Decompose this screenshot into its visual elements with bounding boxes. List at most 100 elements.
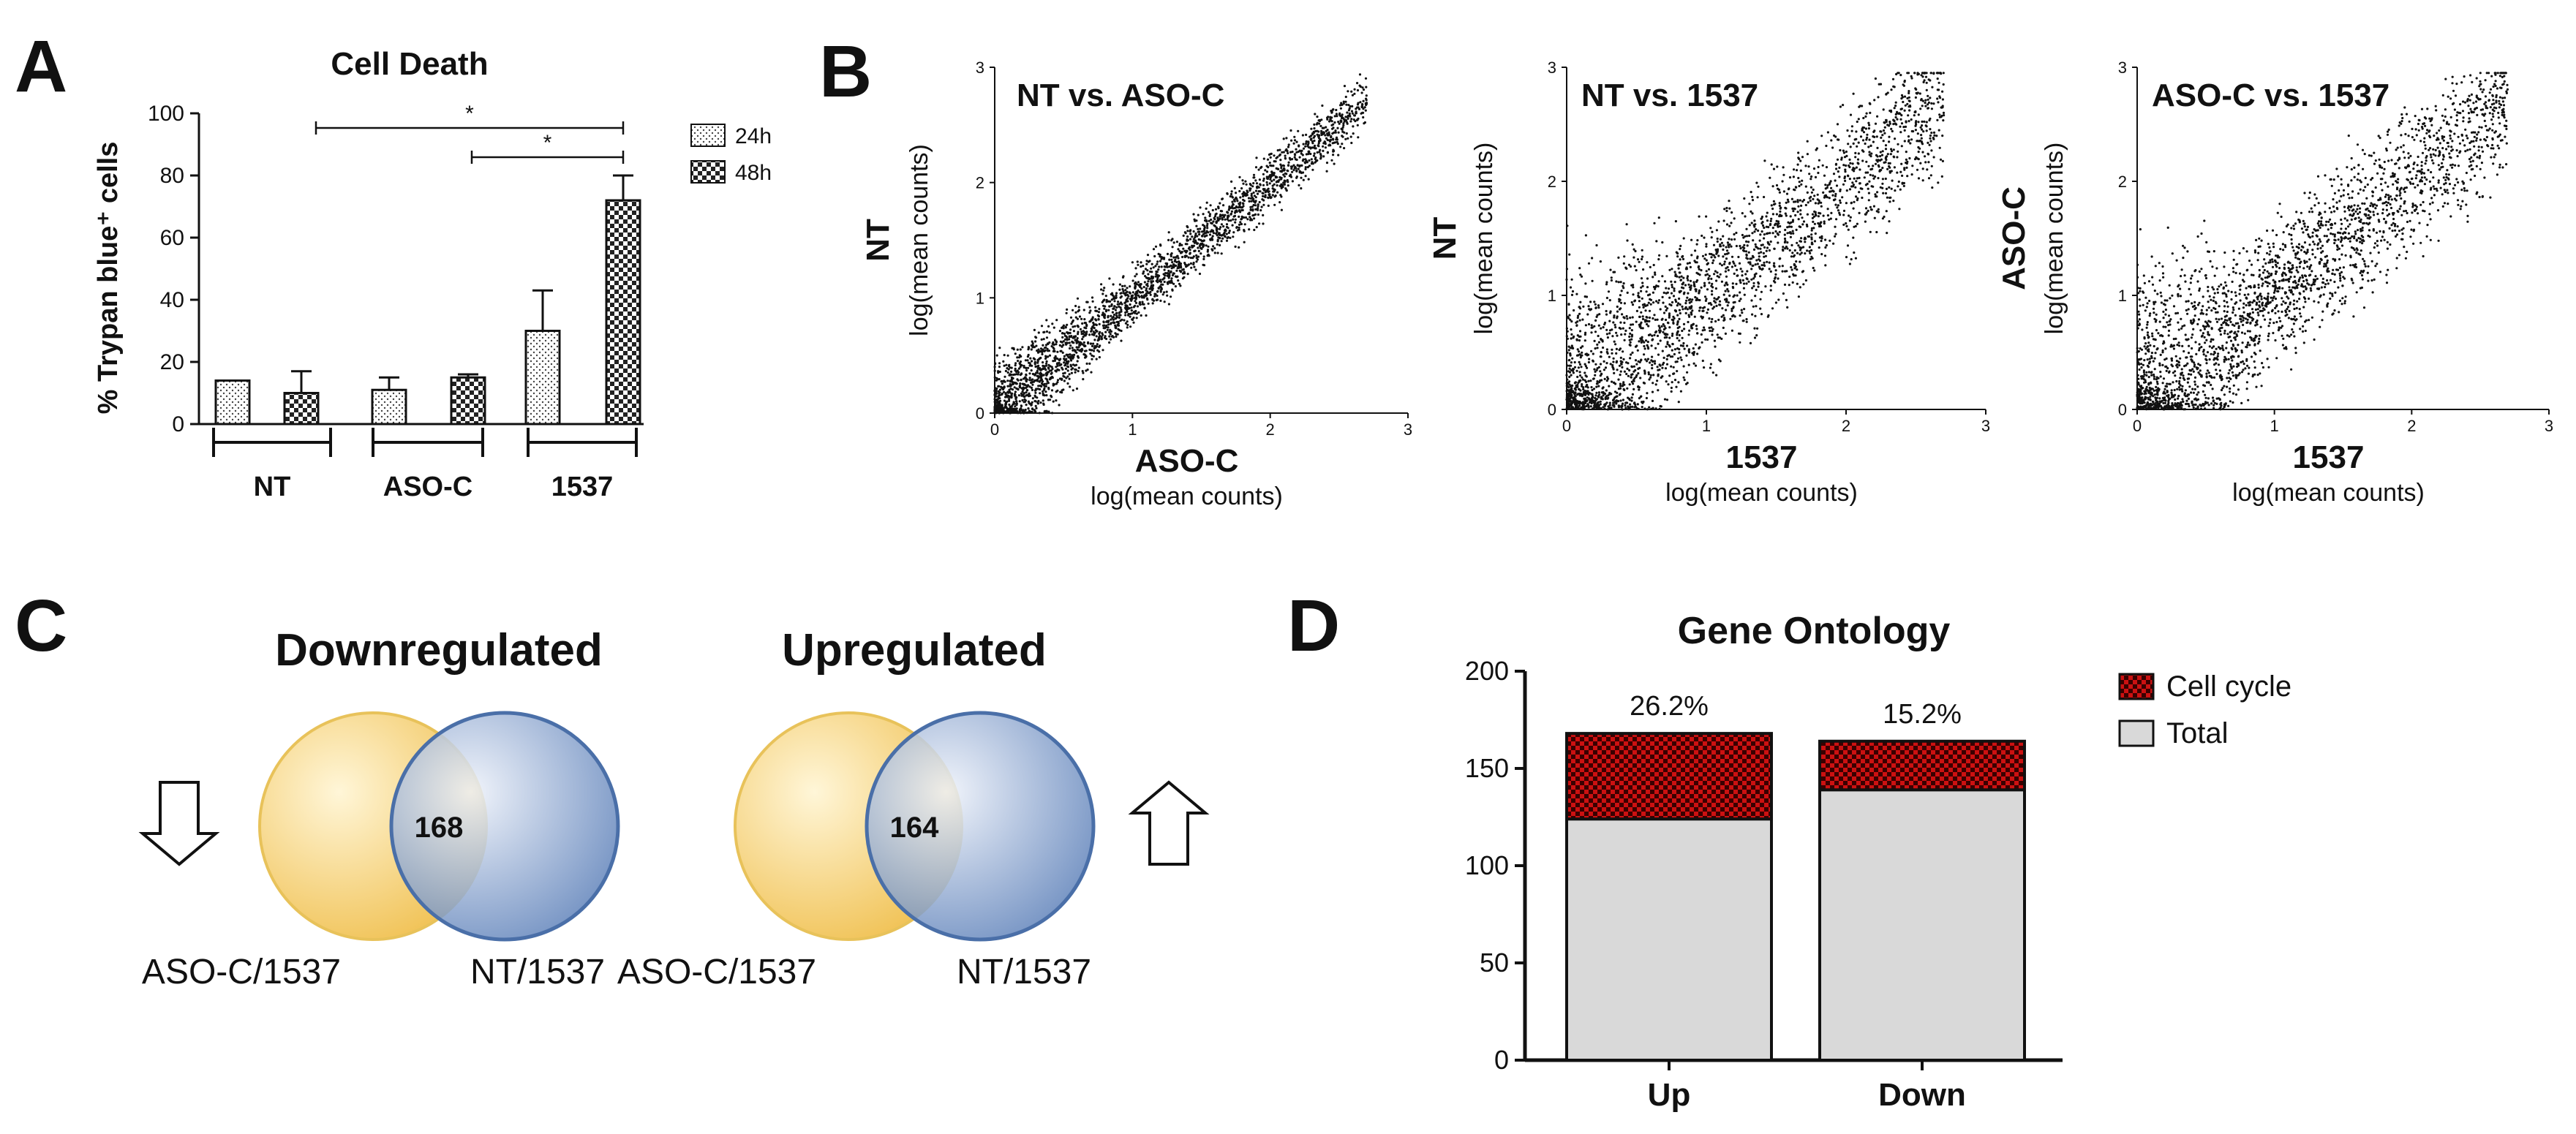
chart-b-point <box>1129 325 1132 328</box>
chart-b-point <box>1017 394 1020 397</box>
chart-b-point <box>1777 225 1780 228</box>
chart-b-point <box>997 401 1000 404</box>
chart-b-point <box>1023 392 1025 396</box>
chart-b-point <box>1161 293 1164 296</box>
chart-b-point <box>1235 226 1238 229</box>
chart-b-point <box>1799 159 1802 162</box>
chart-b-point <box>1654 287 1657 290</box>
chart-b-point <box>1088 348 1091 351</box>
chart-b-point <box>1271 187 1274 190</box>
chart-b-point <box>1198 244 1201 248</box>
chart-b-point <box>1231 200 1234 203</box>
chart-b-point <box>1834 192 1837 195</box>
chart-b-point <box>1069 316 1073 319</box>
chart-b-point <box>1001 382 1003 385</box>
chart-b-point <box>1867 121 1870 124</box>
chart-b-point <box>1236 200 1239 203</box>
chart-b-point <box>1102 321 1105 324</box>
chart-b-point <box>1119 296 1122 299</box>
chart-b-point <box>1176 267 1179 270</box>
chart-b-point <box>1216 240 1219 243</box>
chart-b-point <box>1822 191 1825 194</box>
chart-b-point <box>1863 176 1866 179</box>
chart-b-point <box>1222 216 1226 219</box>
chart-b-point <box>1174 256 1178 259</box>
chart-b-point <box>1628 335 1631 339</box>
chart-b-point <box>1062 327 1065 330</box>
chart-b-point <box>1733 238 1736 241</box>
chart-b-point <box>1653 314 1656 317</box>
chart-b-point <box>1069 328 1072 331</box>
chart-b-point <box>1578 363 1581 366</box>
chart-b-point <box>1089 309 1092 312</box>
chart-b-point <box>1268 162 1271 165</box>
chart-b-point <box>1725 249 1729 252</box>
chart-b-point <box>1033 346 1036 349</box>
chart-b-point <box>1777 233 1780 236</box>
chart-b-point <box>1021 398 1024 402</box>
chart-b-point <box>1907 91 1910 94</box>
chart-b-point <box>1573 402 1576 406</box>
chart-b-point <box>1601 303 1605 306</box>
chart-b-point <box>1817 171 1820 175</box>
chart-b-point <box>997 385 1000 388</box>
chart-b-point <box>1924 161 1927 164</box>
chart-b-point <box>1657 280 1660 283</box>
chart-b-point <box>1031 360 1033 363</box>
chart-b-point <box>1657 216 1660 219</box>
chart-b-point <box>1759 247 1762 250</box>
chart-b-point <box>1281 151 1284 154</box>
chart-b-point <box>1356 124 1359 126</box>
chart-b-point <box>1861 187 1864 190</box>
chart-b-point <box>1811 243 1814 246</box>
chart-b-x-label: ASO-C <box>1135 443 1239 479</box>
chart-b-point <box>1836 158 1839 161</box>
chart-b-point <box>1896 171 1899 174</box>
chart-b-point <box>1892 123 1895 126</box>
chart-b-point <box>1919 162 1922 165</box>
chart-b-point <box>1913 110 1916 113</box>
chart-b-point <box>1800 183 1803 186</box>
chart-b-point <box>1117 300 1120 303</box>
chart-b-point <box>1924 99 1927 102</box>
chart-b-point <box>1596 343 1599 346</box>
chart-b-point <box>1179 271 1183 273</box>
chart-b-point <box>1677 401 1680 404</box>
chart-b-point <box>1113 305 1116 308</box>
chart-b-point <box>1334 141 1337 144</box>
chart-b-point <box>1101 324 1105 327</box>
chart-b-point <box>1280 178 1283 181</box>
chart-b-point <box>1011 380 1014 384</box>
chart-b-point <box>1182 247 1185 250</box>
chart-b-point <box>1595 391 1598 395</box>
chart-b-point <box>1251 196 1254 199</box>
chart-b-point <box>1202 264 1206 267</box>
chart-b-point <box>1153 295 1156 298</box>
chart-b-point <box>1107 323 1110 326</box>
chart-b-point <box>1287 145 1290 148</box>
chart-b-point <box>1651 390 1654 393</box>
chart-b-point <box>1735 244 1738 248</box>
chart-b-point <box>1270 165 1273 167</box>
chart-b-point <box>1782 173 1785 176</box>
chart-b-point <box>1202 230 1205 233</box>
chart-b-point <box>1630 335 1633 338</box>
chart-b-point <box>1612 366 1615 369</box>
chart-b-point <box>1319 124 1322 127</box>
chart-b-point <box>1212 232 1216 235</box>
chart-b-point <box>1856 145 1858 148</box>
chart-b-point <box>1676 370 1679 373</box>
chart-b-point <box>1582 393 1585 396</box>
chart-b-y-tick-label: 3 <box>976 58 984 77</box>
chart-b-point <box>1706 311 1709 314</box>
chart-b-point <box>1591 393 1594 396</box>
chart-b-point <box>1206 227 1209 230</box>
chart-b-point <box>1818 211 1820 214</box>
chart-b-point <box>1576 400 1579 403</box>
chart-b-point <box>1067 356 1070 359</box>
chart-b-point <box>1630 300 1633 304</box>
chart-b-point <box>1567 407 1570 409</box>
chart-b-point <box>1327 116 1330 118</box>
chart-b-point <box>1186 238 1189 241</box>
chart-b-point <box>1608 299 1611 302</box>
